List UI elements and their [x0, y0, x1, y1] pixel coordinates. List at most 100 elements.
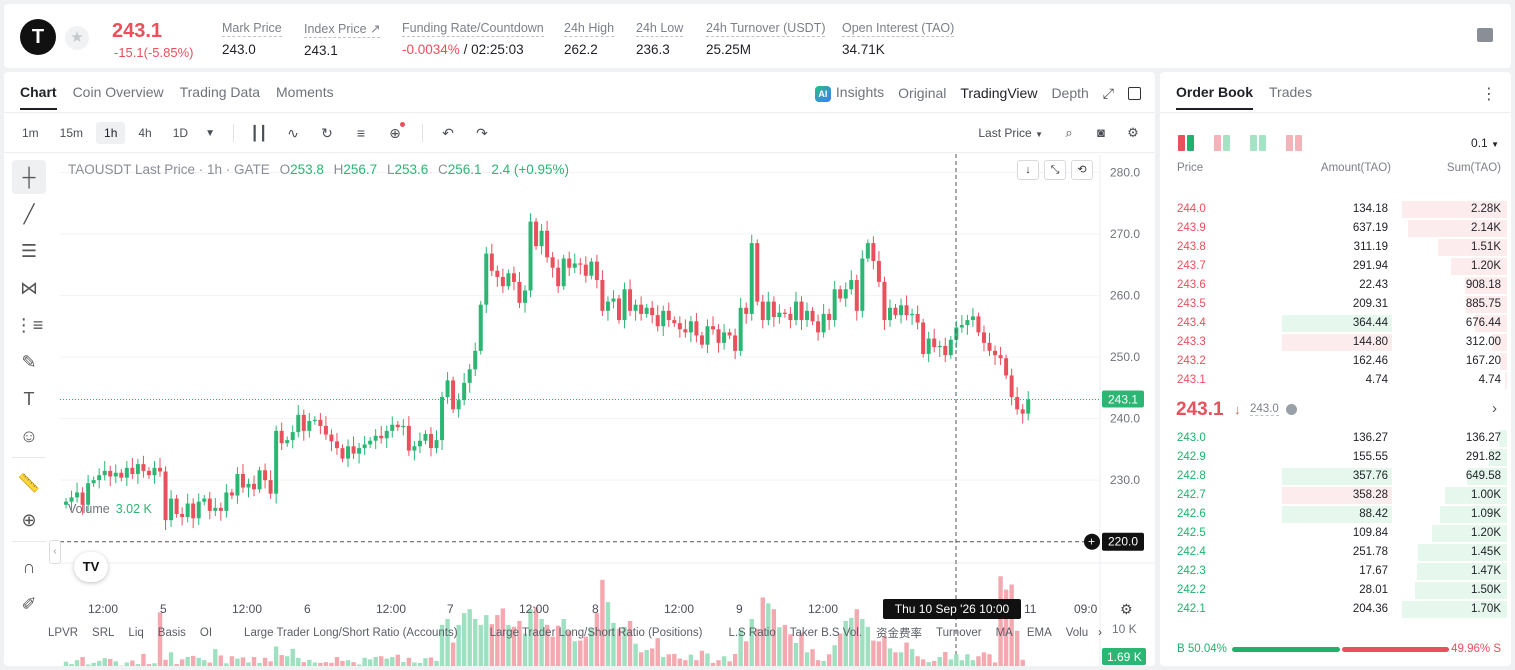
- expand-icon[interactable]: ⤢: [1102, 84, 1114, 101]
- chart-settings-icon[interactable]: ⚙: [1120, 601, 1133, 617]
- fib-icon[interactable]: ⋮≡: [14, 314, 44, 335]
- timeframe-1d[interactable]: 1D: [172, 126, 189, 140]
- ask-row[interactable]: 244.0 134.18 2.28K: [1160, 200, 1511, 219]
- ask-row[interactable]: 243.3 144.80 312.00: [1160, 333, 1511, 352]
- screenshot-icon[interactable]: ◙: [1097, 125, 1105, 140]
- bid-row[interactable]: 243.0 136.27 136.27: [1160, 429, 1511, 448]
- trendline-icon[interactable]: ╱: [23, 203, 35, 224]
- volume-bar: [578, 640, 583, 666]
- indicator-srl[interactable]: SRL: [92, 627, 115, 639]
- tab-chart[interactable]: Chart: [20, 84, 57, 110]
- ask-row[interactable]: 243.7 291.94 1.20K: [1160, 257, 1511, 276]
- ask-row[interactable]: 243.8 311.19 1.51K: [1160, 238, 1511, 257]
- indicator-oi[interactable]: OI: [199, 627, 213, 639]
- indicator-taker-vol[interactable]: Taker B.S Vol.: [789, 627, 862, 639]
- pencil-lock-icon[interactable]: ✐: [21, 593, 37, 614]
- indicator-ema[interactable]: EMA: [1026, 627, 1052, 639]
- volume-bar: [683, 660, 688, 666]
- bid-row[interactable]: 242.1 204.36 1.70K: [1160, 600, 1511, 619]
- tradingview-logo[interactable]: TV: [74, 552, 108, 582]
- candle-body: [915, 313, 920, 323]
- tick-size-select[interactable]: 0.1 ▼: [1471, 136, 1499, 150]
- candlestick-chart[interactable]: 230.0 240.0 250.0 260.0 270.0 280.0 243.1 + 220.…: [60, 154, 1155, 666]
- volume-bar: [356, 664, 362, 666]
- indicator-ma[interactable]: MA: [995, 627, 1013, 639]
- indicator-ls-positions[interactable]: Large Trader Long/Short Ratio (Positions…: [489, 627, 703, 639]
- ask-row[interactable]: 243.6 22.43 908.18: [1160, 276, 1511, 295]
- chevron-right-icon[interactable]: ›: [1098, 627, 1102, 639]
- candle-type-icon[interactable]: ┃┃: [250, 125, 268, 141]
- refresh-icon[interactable]: ↻: [321, 125, 333, 141]
- reset-view-icon[interactable]: ⟲: [1071, 160, 1093, 180]
- ask-row[interactable]: 243.9 637.19 2.14K: [1160, 219, 1511, 238]
- tab-depth[interactable]: Depth: [1051, 85, 1089, 101]
- bid-row[interactable]: 242.3 17.67 1.47K: [1160, 562, 1511, 581]
- layout-bids-icon[interactable]: [1250, 135, 1266, 151]
- add-indicator-icon[interactable]: ⊕: [386, 122, 405, 142]
- zoom-in-icon[interactable]: ⊕: [21, 509, 37, 530]
- crosshair-icon[interactable]: ┼: [12, 160, 46, 194]
- bid-row[interactable]: 242.2 28.01 1.50K: [1160, 581, 1511, 600]
- collapse-toolbar-icon[interactable]: ‹: [49, 540, 61, 564]
- indicator-liq[interactable]: Liq: [128, 627, 144, 639]
- tab-original[interactable]: Original: [898, 85, 947, 101]
- emoji-icon[interactable]: ☺: [19, 425, 39, 446]
- ruler-icon[interactable]: 📏: [17, 472, 41, 493]
- timeframe-15m[interactable]: 15m: [59, 126, 84, 140]
- ask-row[interactable]: 243.2 162.46 167.20: [1160, 352, 1511, 371]
- brush-icon[interactable]: ✎: [21, 351, 37, 372]
- indicator-basis[interactable]: Basis: [157, 627, 186, 639]
- gear-icon[interactable]: ⚙: [1127, 125, 1139, 140]
- magnet-icon[interactable]: ∩: [22, 556, 36, 577]
- indicator-funding-rate[interactable]: 资金费率: [875, 628, 922, 640]
- horizontal-lines-icon[interactable]: ☰: [20, 240, 38, 261]
- bid-row[interactable]: 242.8 357.76 649.58: [1160, 467, 1511, 486]
- bid-row[interactable]: 242.6 88.42 1.09K: [1160, 505, 1511, 524]
- bid-row[interactable]: 242.4 251.78 1.45K: [1160, 543, 1511, 562]
- text-icon[interactable]: T: [23, 388, 35, 409]
- chart-controls: ↓ ⤡ ⟲: [1017, 160, 1093, 180]
- ask-row[interactable]: 243.5 209.31 885.75: [1160, 295, 1511, 314]
- tab-order-book[interactable]: Order Book: [1176, 84, 1254, 110]
- tab-insights[interactable]: AI Insights: [814, 84, 884, 102]
- tab-trades[interactable]: Trades: [1269, 84, 1313, 100]
- timeframe-dropdown-icon[interactable]: ▼: [205, 127, 215, 139]
- scroll-down-icon[interactable]: ↓: [1017, 160, 1039, 180]
- price-type-select[interactable]: Last Price ▼: [978, 126, 1043, 140]
- header-price: Price: [1177, 162, 1204, 174]
- collapse-icon[interactable]: ⤡: [1044, 160, 1066, 180]
- timeframe-4h[interactable]: 4h: [138, 126, 152, 140]
- tab-trading-data[interactable]: Trading Data: [179, 84, 261, 100]
- indicator-ls-accounts[interactable]: Large Trader Long/Short Ratio (Accounts): [244, 627, 458, 639]
- bid-row[interactable]: 242.9 155.55 291.82: [1160, 448, 1511, 467]
- template-icon[interactable]: ≡: [356, 125, 366, 141]
- candle-body: [390, 424, 395, 431]
- indicator-lpvr[interactable]: LPVR: [48, 627, 79, 639]
- search-icon[interactable]: ⌕: [1065, 125, 1073, 140]
- indicator-turnover[interactable]: Turnover: [935, 627, 982, 639]
- favorite-star-icon[interactable]: ★: [65, 26, 89, 50]
- ask-row[interactable]: 243.1 4.74 4.74: [1160, 371, 1511, 390]
- redo-icon[interactable]: ↷: [476, 125, 488, 141]
- book-icon[interactable]: [1477, 28, 1493, 42]
- layout-split-icon[interactable]: [1214, 135, 1230, 151]
- layout-asks-icon[interactable]: [1286, 135, 1302, 151]
- fullscreen-icon[interactable]: [1128, 86, 1141, 100]
- chevron-right-icon[interactable]: ›: [1492, 400, 1497, 417]
- indicators-icon[interactable]: ∿: [287, 125, 299, 141]
- pattern-icon[interactable]: ⋈: [20, 277, 38, 298]
- indicator-volume[interactable]: Volu: [1065, 627, 1089, 639]
- timeframe-1h[interactable]: 1h: [96, 122, 126, 144]
- tab-tradingview[interactable]: TradingView: [960, 85, 1038, 101]
- undo-icon[interactable]: ↶: [442, 125, 454, 141]
- tab-coin-overview[interactable]: Coin Overview: [72, 84, 164, 100]
- more-menu-icon[interactable]: ⋮: [1481, 86, 1497, 103]
- ask-row[interactable]: 243.4 364.44 676.44: [1160, 314, 1511, 333]
- candle-body: [301, 414, 306, 431]
- bid-row[interactable]: 242.7 358.28 1.00K: [1160, 486, 1511, 505]
- indicator-ls-ratio[interactable]: L.S Ratio: [728, 627, 776, 639]
- timeframe-1m[interactable]: 1m: [22, 126, 39, 140]
- tab-moments[interactable]: Moments: [276, 84, 334, 100]
- bid-row[interactable]: 242.5 109.84 1.20K: [1160, 524, 1511, 543]
- layout-both-icon[interactable]: [1178, 135, 1194, 151]
